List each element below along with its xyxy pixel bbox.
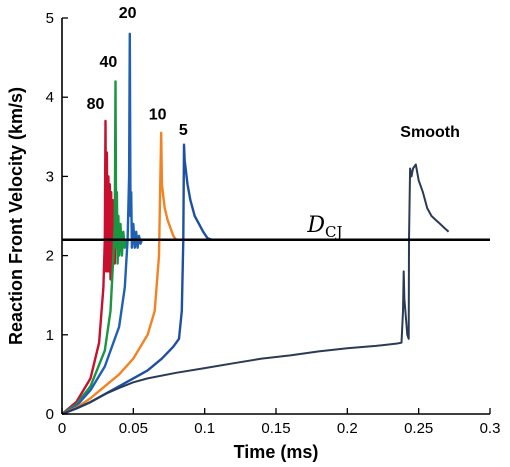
y-tick-label: 0 — [46, 406, 54, 423]
x-tick-label: 0 — [58, 420, 66, 437]
x-tick-label: 0.2 — [337, 420, 358, 437]
series-label-10: 10 — [149, 106, 167, 123]
series-line-20 — [61, 32, 144, 416]
x-tick-label: 0.05 — [119, 420, 148, 437]
dcj-reference-label: DCJ — [306, 213, 342, 241]
dcj-label-main: D — [306, 213, 325, 238]
series-line-10 — [61, 131, 179, 416]
x-tick-label: 0.1 — [194, 420, 215, 437]
y-tick-label: 4 — [46, 89, 54, 106]
series-line-smooth — [61, 163, 450, 415]
y-tick-label: 3 — [46, 168, 54, 185]
axes: 0 0.05 0.1 0.15 0.2 0.25 0.3 0 1 2 3 4 5 — [46, 10, 501, 437]
x-axis-title: Time (ms) — [234, 442, 319, 462]
dcj-label-subscript: CJ — [325, 223, 343, 241]
y-axis-title: Reaction Front Velocity (km/s) — [6, 87, 26, 345]
series-label-5: 5 — [179, 122, 188, 139]
y-tick-label: 1 — [46, 327, 54, 344]
x-tick-label: 0.15 — [261, 420, 290, 437]
series-line-80 — [61, 119, 118, 415]
series-labels: 80 40 20 10 5 Smooth — [87, 5, 460, 141]
y-tick-label: 5 — [46, 10, 54, 27]
x-tick-label: 0.25 — [404, 420, 433, 437]
series-line-5 — [61, 143, 213, 416]
y-tick-label: 2 — [46, 248, 54, 265]
series-label-smooth: Smooth — [400, 124, 460, 141]
plot-lines — [61, 32, 450, 416]
series-label-40: 40 — [99, 54, 117, 71]
x-tick-label: 0.3 — [480, 420, 501, 437]
series-line-40 — [61, 80, 128, 415]
series-label-80: 80 — [87, 96, 105, 113]
series-label-20: 20 — [119, 5, 137, 22]
